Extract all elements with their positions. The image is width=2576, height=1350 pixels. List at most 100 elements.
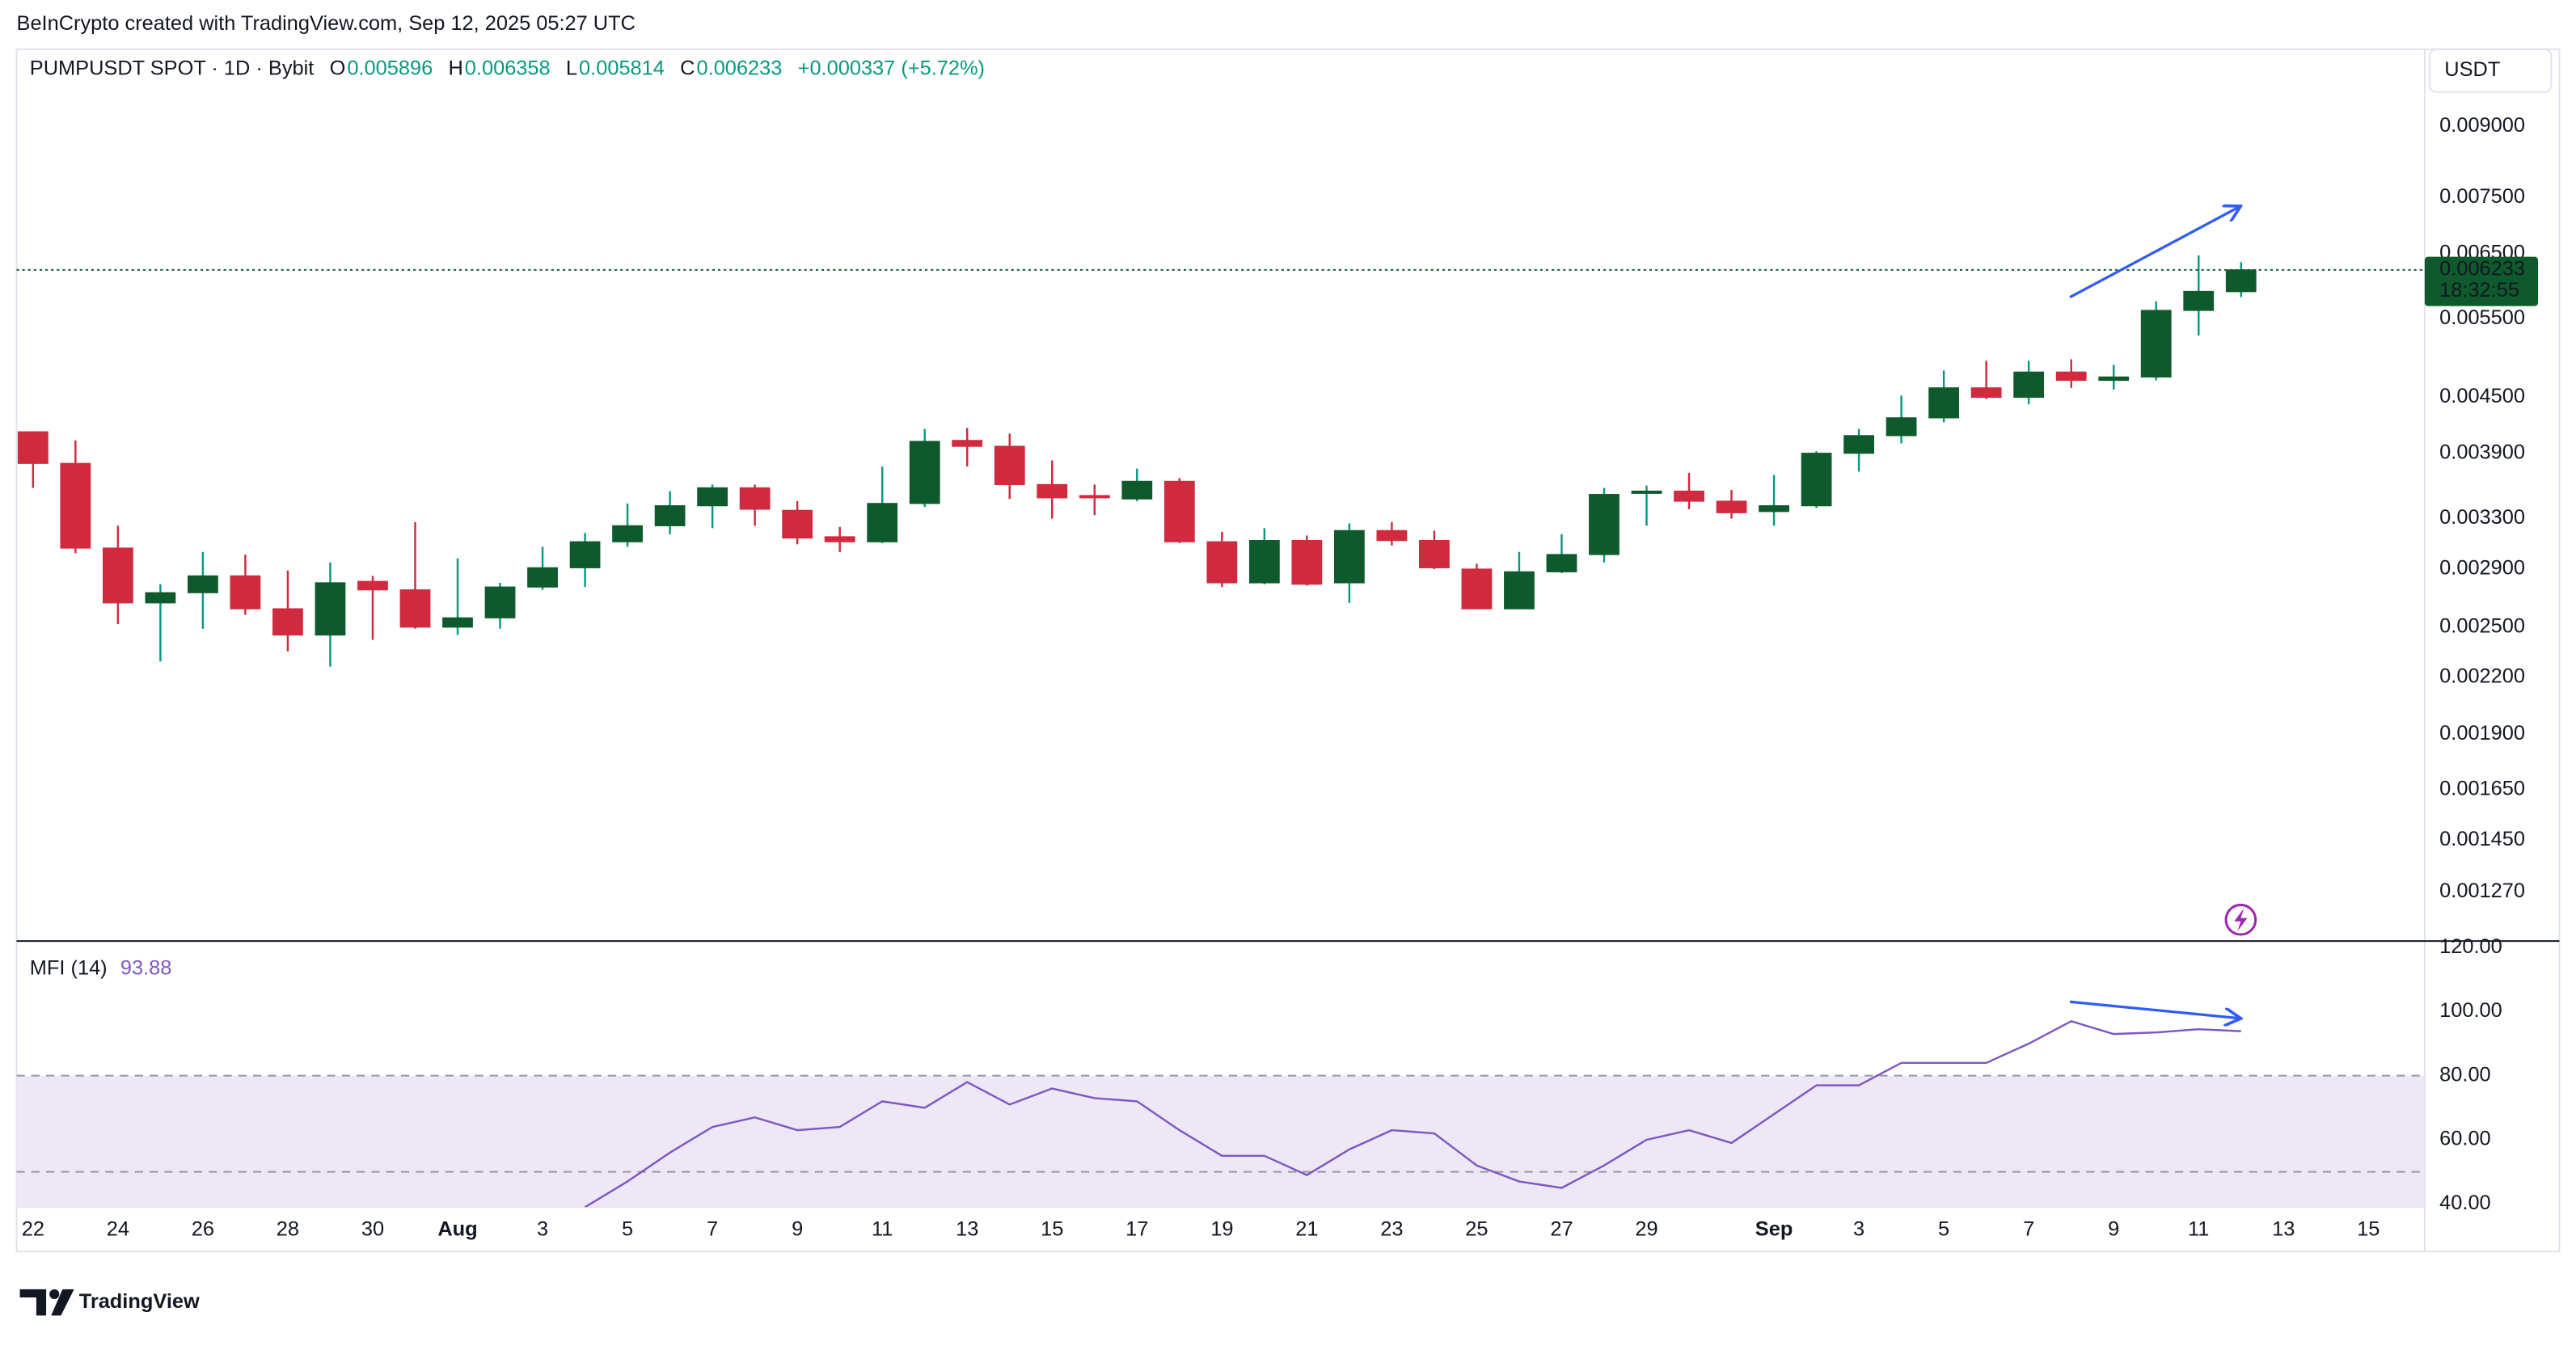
candle-body [1461,568,1493,610]
candle-body [1504,571,1535,610]
candle-body [1843,435,1874,454]
x-tick-label: 29 [1635,1217,1658,1240]
ohlc-label: O [330,57,346,79]
candle-body [2225,269,2257,293]
annotation-arrow [2069,1000,2239,1018]
alert-icon[interactable] [2224,903,2257,936]
y-tick-label: 0.004500 [2439,385,2525,407]
x-tick-label: 25 [1465,1217,1488,1240]
candle-body [102,547,133,604]
y-tick-label: 0.001900 [2439,722,2525,745]
candle-body [1759,505,1789,513]
candle-body [1291,540,1323,585]
symbol-legend: PUMPUSDT SPOT · 1D · Bybit O 0.005896 H 0.… [30,57,985,79]
chart-frame [15,48,2561,1253]
y-tick-label: 0.002200 [2439,664,2525,687]
x-tick-label: 23 [1380,1217,1403,1240]
candle-body [1801,453,1832,507]
candle-body [1121,480,1153,500]
candle-body [1333,529,1365,584]
candle-body [739,487,771,510]
x-tick-label: 13 [956,1217,978,1240]
candle-body [952,440,983,447]
x-tick-label: 9 [792,1217,803,1240]
candle-body [1589,494,1620,555]
candle-body [2183,290,2215,311]
ohlc-label: L [566,57,577,79]
low-value: 0.005814 [579,57,665,79]
y-tick-label: 0.001450 [2439,828,2525,850]
current-price-label: 0.006233 [2439,258,2525,281]
candle-body [315,582,346,636]
x-tick-label: 22 [22,1217,44,1240]
candle-body [1206,541,1238,584]
candle-body [994,445,1025,486]
y-tick-label: 60.00 [2439,1128,2491,1150]
y-tick-label: 0.002900 [2439,557,2525,580]
high-value: 0.006358 [465,57,551,79]
x-tick-label: 15 [2357,1217,2380,1240]
close-value: 0.006233 [697,57,783,79]
candle-body [697,487,728,507]
candle-body [1716,500,1747,513]
x-tick-label: Sep [1755,1217,1793,1240]
y-tick-label: 40.00 [2439,1192,2491,1214]
candle-body [357,580,388,591]
x-tick-label: 7 [707,1217,718,1240]
candle-body [1248,540,1280,584]
candle-body [654,505,686,526]
candle-body [1928,387,1960,419]
candle-body [2013,371,2045,399]
y-tick-label: 0.001650 [2439,777,2525,799]
ohlc-label: H [448,57,462,79]
axes: 0.0090000.0075000.0065000.0055000.004500… [22,114,2539,1240]
candle-body [569,541,601,568]
countdown-label: 18:32:55 [2439,279,2519,302]
x-tick-label: 11 [872,1217,893,1240]
mfi-band-fill [16,1075,2425,1208]
candle-body [2098,376,2130,382]
candle-body [145,592,176,604]
candle-body [2140,310,2172,378]
candle-body [612,525,643,542]
open-value: 0.005896 [347,57,433,79]
candle-body [909,441,940,504]
candle-body [1376,529,1408,542]
candle-body [1419,540,1450,568]
x-tick-label: 30 [361,1217,384,1240]
candle-body [484,586,516,618]
x-tick-label: 5 [1938,1217,1949,1240]
x-tick-label: 9 [2108,1217,2119,1240]
candle-body [867,503,898,542]
tradingview-logo: TradingView [19,1289,200,1316]
currency-button[interactable] [2428,48,2553,93]
candle-body [272,608,303,636]
price-pane [16,255,2425,667]
candle-body [1970,387,2002,399]
attribution: BeInCrypto created with TradingView.com,… [17,12,636,35]
x-tick-label: 17 [1125,1217,1148,1240]
candle-body [782,509,813,539]
currency-label[interactable]: USDT [2444,58,2500,81]
candle-body [1079,495,1110,499]
y-tick-label: 0.003900 [2439,441,2525,463]
candle-body [60,462,91,549]
y-tick-label: 0.001270 [2439,880,2525,902]
candle-body [2055,371,2087,382]
candle-body [442,617,473,628]
x-tick-label: 7 [2023,1217,2034,1240]
y-tick-label: 0.003300 [2439,506,2525,529]
candle-body [399,589,431,628]
candle-body [1037,483,1068,499]
candle-body [1546,554,1577,572]
candle-body [1886,417,1917,437]
annotation-arrow [2069,207,2239,299]
candle-body [188,575,218,593]
x-tick-label: 27 [1550,1217,1573,1240]
x-tick-label: 26 [192,1217,214,1240]
candle-body [824,536,855,542]
mfi-line [584,1019,2241,1208]
mfi-pane [16,1019,2425,1208]
x-tick-label: 15 [1041,1217,1063,1240]
x-tick-label: Aug [437,1217,477,1240]
